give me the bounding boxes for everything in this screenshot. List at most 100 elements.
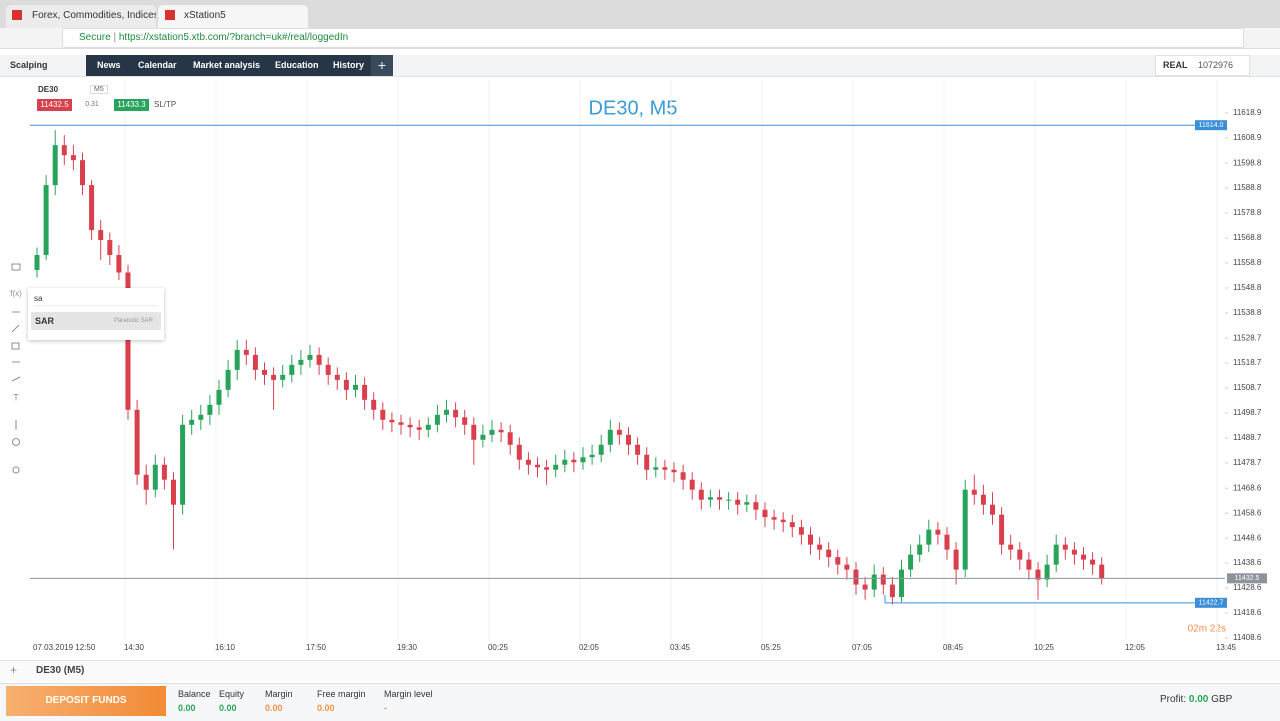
chart-tab[interactable]: DE30 (M5) (36, 665, 85, 676)
search-result[interactable]: SAR Parabolic SAR (31, 312, 161, 330)
candle-body (52, 145, 58, 186)
profit-label: Profit: (1160, 694, 1187, 705)
favicon (165, 10, 175, 20)
result-name: SAR (35, 316, 55, 326)
candle-body (644, 454, 650, 470)
buy-price[interactable]: 11433.3 (114, 99, 149, 111)
tool-icon[interactable]: T (13, 392, 19, 402)
tool-icon[interactable] (11, 324, 20, 333)
candle-body (61, 145, 67, 156)
tool-icon[interactable] (12, 466, 20, 474)
y-tick-label: 11538.8 (1233, 308, 1262, 317)
sell-price[interactable]: 11432.5 (37, 99, 72, 111)
candle-body (1090, 559, 1096, 565)
sltp-button[interactable]: SL/TP (154, 100, 177, 109)
candle-body (871, 574, 877, 590)
candle-body (826, 549, 832, 558)
candle-body (962, 489, 968, 570)
x-tick-label: 05:25 (761, 643, 782, 652)
candle-body (507, 432, 513, 445)
candle-body (999, 514, 1005, 545)
search-input[interactable]: sa (34, 292, 158, 306)
tool-icon[interactable] (12, 438, 20, 446)
candle-body (771, 517, 777, 520)
tool-icon[interactable]: f(x) (10, 289, 22, 298)
url-field[interactable]: Secure | https://xstation5.xtb.com/?bran… (62, 28, 1244, 48)
candle-body (798, 527, 804, 535)
stat-value: 0.00 (219, 703, 237, 713)
y-tick-label: 11608.9 (1233, 133, 1262, 142)
candle-body (525, 459, 531, 465)
candle-body (535, 464, 540, 468)
candle-body (462, 417, 468, 425)
stat-value: 0.00 (265, 703, 283, 713)
candle-body (216, 389, 222, 405)
countdown: 02m 22s (1188, 624, 1226, 635)
add-chart[interactable]: + (10, 663, 18, 677)
x-tick-label: 16:10 (215, 643, 236, 652)
candle-body (252, 354, 258, 370)
candle-body (280, 374, 286, 380)
y-tick-label: 11618.9 (1233, 108, 1262, 117)
deposit-button[interactable]: DEPOSIT FUNDS (6, 686, 166, 716)
url: https://xstation5.xtb.com/?branch=uk#/re… (118, 32, 349, 43)
account-stat: Margin level - (384, 689, 433, 713)
address-bar: Secure | https://xstation5.xtb.com/?bran… (0, 28, 1280, 49)
mode-select[interactable]: Scalping (10, 60, 48, 70)
y-tick-label: 11468.6 (1233, 483, 1262, 492)
candle-body (453, 409, 459, 418)
x-tick-label: 10:25 (1034, 643, 1055, 652)
price-label: 11422.7 (1199, 600, 1224, 607)
y-tick-label: 11438.6 (1233, 558, 1262, 567)
candle-body (662, 467, 668, 470)
tool-icon[interactable] (11, 263, 21, 271)
nav-item[interactable]: Calendar (138, 60, 177, 70)
candle-body (990, 504, 995, 515)
candle-body (744, 502, 750, 505)
nav-item[interactable]: Market analysis (193, 60, 261, 70)
candle-body (207, 404, 213, 415)
candle-body (80, 160, 85, 186)
profit: Profit: 0.00 GBP (1160, 694, 1232, 705)
candle-body (853, 569, 859, 585)
candle-body (580, 457, 586, 463)
candle-body (189, 419, 195, 425)
x-tick-label: 00:25 (488, 643, 509, 652)
drawing-toolbar: f(x) T (10, 263, 22, 474)
candle-body (899, 569, 904, 598)
symbol[interactable]: DE30 (38, 85, 59, 94)
nav-item[interactable]: Education (275, 60, 319, 70)
candle-body (944, 534, 950, 550)
add-button[interactable]: + (371, 55, 393, 76)
secure-label: Secure (79, 32, 111, 43)
candle-body (880, 574, 886, 585)
candle-body (489, 429, 495, 435)
x-tick-label: 07:05 (852, 643, 873, 652)
tool-icon[interactable] (11, 376, 21, 382)
candle-body (571, 459, 577, 463)
y-tick-label: 11448.6 (1233, 533, 1262, 542)
candle-body (680, 472, 686, 480)
interval[interactable]: M5 (90, 85, 108, 94)
browser-tab[interactable]: xStation5 (158, 5, 308, 28)
account-stat: Balance 0.00 (178, 689, 211, 713)
account-stat: Equity 0.00 (219, 689, 244, 713)
candle-body (553, 464, 559, 470)
candle-body (34, 255, 40, 271)
candle-body (844, 564, 850, 570)
candle-body (262, 369, 267, 375)
candle-body (125, 272, 131, 410)
candle-body (789, 522, 795, 528)
nav-item[interactable]: History (333, 60, 365, 70)
profit-value: 0.00 (1188, 694, 1209, 705)
account-select[interactable]: REAL 1072976 (1155, 55, 1250, 76)
browser-tabbar: Forex, Commodities, Indices, xStation5 (0, 0, 1280, 28)
candle-body (1053, 544, 1059, 565)
tool-icon[interactable] (11, 342, 20, 350)
y-tick-label: 11488.7 (1233, 433, 1262, 442)
candle-body (1044, 564, 1050, 580)
candle-body (134, 409, 140, 475)
nav-item[interactable]: News (97, 60, 121, 70)
browser-tab[interactable]: Forex, Commodities, Indices, (6, 5, 156, 28)
